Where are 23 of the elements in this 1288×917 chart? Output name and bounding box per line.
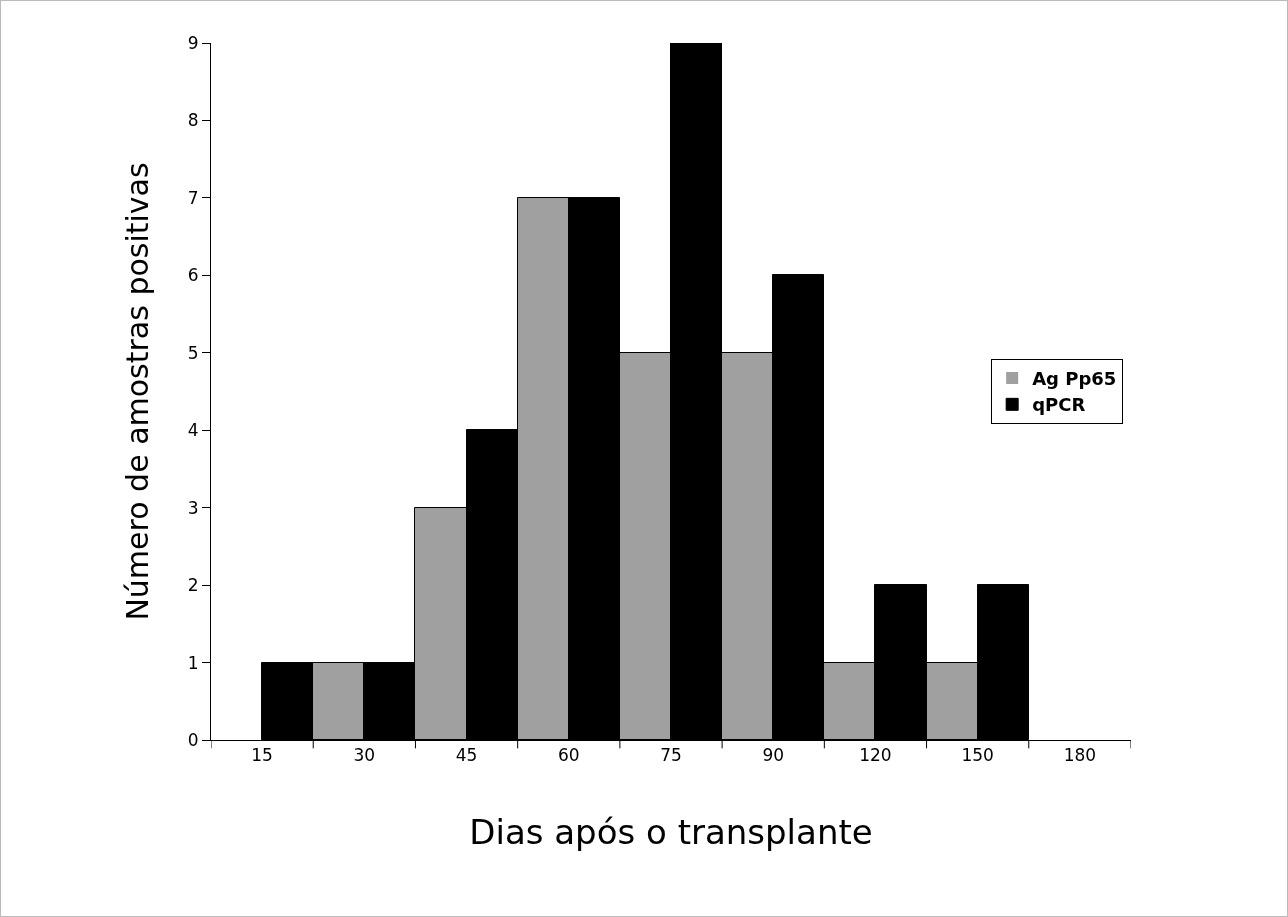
y-tick-label: 0 <box>187 729 199 750</box>
x-axis-title: Dias após o transplante <box>469 811 873 852</box>
x-tick-label: 45 <box>455 745 478 766</box>
x-tick-label: 30 <box>353 745 376 766</box>
y-tick-label: 4 <box>187 420 199 441</box>
x-tick-label: 90 <box>762 745 785 766</box>
y-tick-label: 3 <box>187 497 199 518</box>
x-tick-label: 150 <box>961 745 994 766</box>
y-tick-label: 1 <box>187 652 199 673</box>
x-tick-label: 180 <box>1063 745 1097 766</box>
y-tick-label: 5 <box>187 342 199 363</box>
x-tick-label: 120 <box>859 745 892 766</box>
y-tick-label: 8 <box>187 110 199 131</box>
y-tick-label: 6 <box>187 265 199 286</box>
legend-label: qPCR <box>1032 394 1086 416</box>
x-tick-label: 15 <box>251 745 273 766</box>
y-tick-label: 2 <box>187 575 199 596</box>
y-tick-label: 9 <box>187 32 199 53</box>
y-tick-label: 7 <box>187 187 199 208</box>
x-tick-label: 75 <box>660 745 682 766</box>
y-axis-title: Número de amostras positivas <box>119 162 155 621</box>
legend-label: Ag Pp65 <box>1032 367 1117 389</box>
x-tick-label: 60 <box>557 745 580 766</box>
